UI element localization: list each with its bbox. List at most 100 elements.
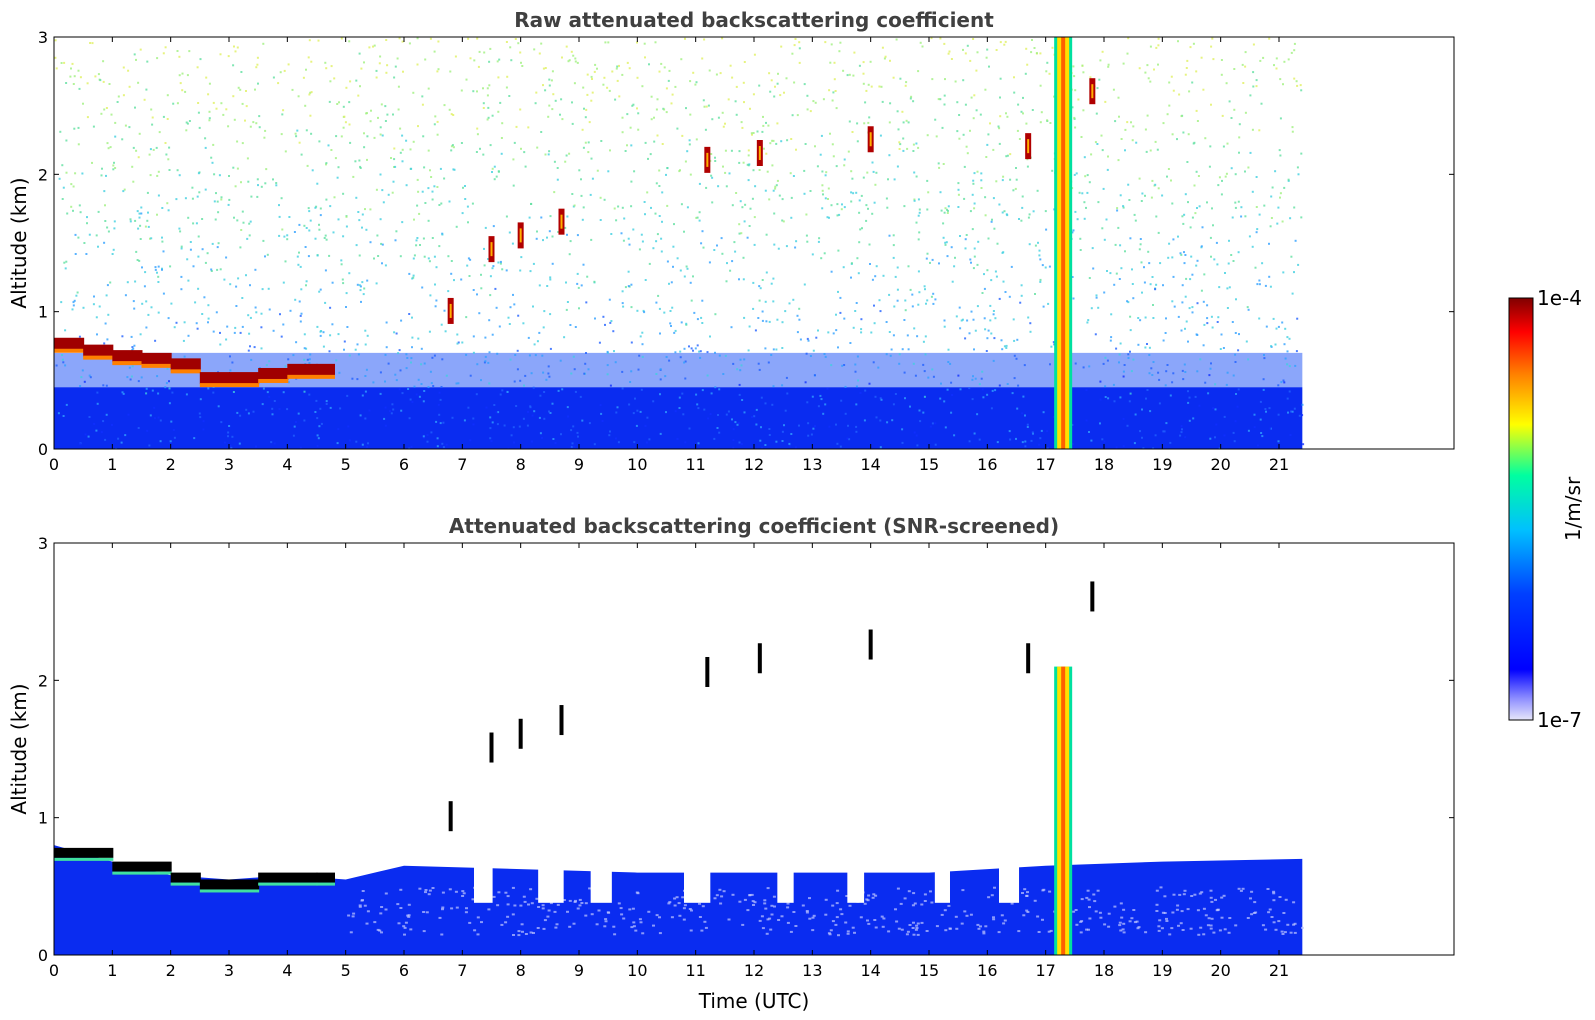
cloud-segment <box>170 358 201 371</box>
cloud-edge-rim <box>199 889 260 893</box>
plume <box>1054 666 1073 955</box>
x-tick-label: 13 <box>802 455 822 474</box>
x-tick-label: 8 <box>516 455 526 474</box>
x-tick-label: 18 <box>1094 961 1114 980</box>
cloud-patch-core <box>869 132 872 147</box>
cloud-edge <box>287 374 318 379</box>
cloud-patch-core <box>490 242 493 257</box>
plume <box>1054 37 1073 449</box>
cloud-streak <box>705 656 710 687</box>
x-tick-label: 10 <box>627 455 647 474</box>
cloud-segment <box>141 352 172 365</box>
cloud-layer <box>54 337 335 388</box>
cloud-segment <box>83 344 114 357</box>
cloud-edge <box>83 355 114 360</box>
x-tick-label: 4 <box>282 961 292 980</box>
x-tick-label: 7 <box>457 455 467 474</box>
cloud-segment <box>229 372 260 385</box>
heatmap-area <box>54 581 1304 955</box>
x-tick-label: 18 <box>1094 455 1114 474</box>
raw-backscatter-panel: Raw attenuated backscattering coefficien… <box>7 8 1455 474</box>
cloud-segment <box>54 337 85 350</box>
x-tick-label: 10 <box>627 961 647 980</box>
cloud-edge <box>229 383 260 388</box>
y-tick-label: 0 <box>38 946 48 965</box>
cloud-segment <box>316 363 335 376</box>
gap <box>777 864 794 903</box>
heatmap-area <box>54 37 1305 449</box>
cloud-edge-segment <box>199 879 260 890</box>
screened-backscatter-panel: Attenuated backscattering coefficient (S… <box>7 514 1455 1013</box>
gap <box>474 864 493 903</box>
cloud-streak <box>868 629 873 660</box>
cloud-segment <box>112 350 143 363</box>
cloud-streak <box>757 643 762 674</box>
cloud-streak <box>448 801 453 832</box>
gap <box>684 864 711 903</box>
cloud-edge <box>258 378 289 383</box>
cloud-segment <box>199 372 230 385</box>
colorbar-gradient <box>1508 297 1534 721</box>
x-tick-label: 21 <box>1269 961 1289 980</box>
gap <box>538 864 564 903</box>
screened-gaps <box>474 864 1020 903</box>
cloud-patch-core <box>449 303 452 318</box>
x-axis-label: Time (UTC) <box>698 989 810 1013</box>
cloud-edge <box>170 369 201 374</box>
x-tick-label: 6 <box>399 455 409 474</box>
cloud-patch-core <box>1091 84 1094 99</box>
cloud-edge-segment <box>170 872 201 883</box>
x-tick-label: 14 <box>860 455 880 474</box>
x-tick-label: 0 <box>49 455 59 474</box>
x-tick-label: 19 <box>1152 455 1172 474</box>
x-tick-label: 9 <box>574 455 584 474</box>
cloud-edge-rim <box>258 882 318 886</box>
y-axis-ticks: 0 1 2 3 <box>38 534 1454 965</box>
gap <box>590 864 612 903</box>
x-tick-label: 3 <box>224 961 234 980</box>
cloud-edge-rim <box>170 882 201 886</box>
noise-speckle <box>54 37 1305 449</box>
x-tick-label: 17 <box>1035 961 1055 980</box>
x-tick-label: 6 <box>399 961 409 980</box>
x-tick-label: 3 <box>224 455 234 474</box>
cloud-segment <box>258 367 289 380</box>
cloud-edge-segment <box>54 847 114 858</box>
y-tick-label: 2 <box>38 165 48 184</box>
x-tick-label: 14 <box>860 961 880 980</box>
gap <box>847 864 865 903</box>
x-tick-label: 2 <box>166 961 176 980</box>
x-tick-label: 19 <box>1152 961 1172 980</box>
cloud-streak <box>559 705 564 736</box>
x-tick-label: 5 <box>341 961 351 980</box>
x-tick-label: 7 <box>457 961 467 980</box>
colorbar: 1e-4 1e-7 1/m/sr <box>1508 286 1585 732</box>
colorbar-max-label: 1e-4 <box>1537 286 1582 310</box>
cloud-streak <box>1026 643 1031 674</box>
x-tick-label: 9 <box>574 961 584 980</box>
x-tick-label: 21 <box>1269 455 1289 474</box>
x-tick-label: 1 <box>107 455 117 474</box>
cloud-patch-core <box>519 228 522 243</box>
cloud-patch-core <box>758 146 761 160</box>
cloud-streak <box>489 732 494 763</box>
x-tick-label: 12 <box>744 455 764 474</box>
panel-title: Raw attenuated backscattering coefficien… <box>514 8 994 32</box>
x-axis-ticks: 0 1 2 3 4 5 6 7 8 9 10 11 12 13 14 15 16 17 18 19 20 21 <box>49 543 1289 980</box>
x-tick-label: 2 <box>166 455 176 474</box>
cloud-edge <box>316 374 335 379</box>
cloud-edge-rim <box>54 857 114 861</box>
cloud-edge-segment <box>316 872 335 883</box>
screened-layer <box>54 845 1303 955</box>
x-tick-label: 11 <box>685 455 705 474</box>
y-tick-label: 1 <box>38 303 48 322</box>
cloud-patch-core <box>1027 139 1030 154</box>
x-tick-label: 15 <box>919 455 939 474</box>
x-tick-label: 20 <box>1210 961 1230 980</box>
cloud-edge <box>54 847 335 893</box>
x-tick-label: 13 <box>802 961 822 980</box>
x-tick-label: 16 <box>977 455 997 474</box>
gap <box>999 864 1020 903</box>
y-tick-label: 3 <box>38 28 48 47</box>
